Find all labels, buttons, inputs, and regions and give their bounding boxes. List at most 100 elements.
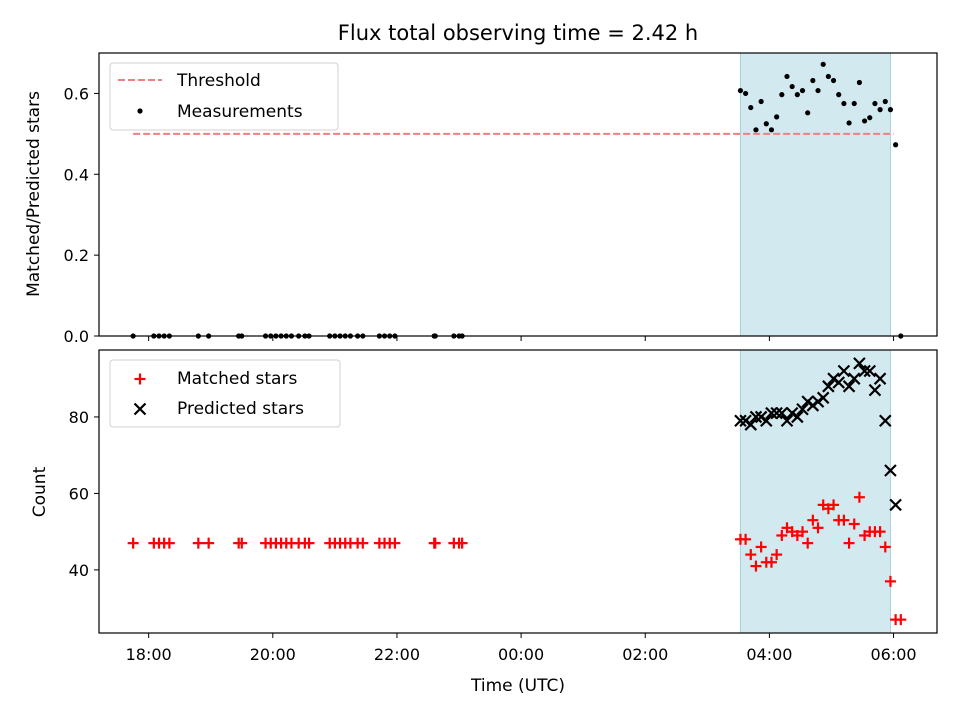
- predicted-star-point: [744, 418, 758, 431]
- top-y-ticks: 0.0 0.2 0.4 0.6: [64, 84, 99, 346]
- cross-b: [889, 498, 902, 512]
- bottom-legend: Matched stars Predicted stars: [109, 359, 341, 428]
- measurement-point: [851, 100, 857, 107]
- y-tick-label: 0.0: [64, 327, 89, 346]
- matched-star-point: [838, 514, 850, 526]
- bottom-x-ticks: 18:00 20:00 22:00 00:00 02:00 04:00 06:00: [126, 633, 917, 664]
- measurement-point: [794, 92, 800, 98]
- matched-star-point: [429, 537, 441, 549]
- predicted-star-point: [837, 364, 851, 378]
- measurement-point: [743, 90, 749, 97]
- predicted-star-point: [863, 364, 877, 378]
- matched-star-point: [807, 514, 819, 526]
- predicted-star-point: [770, 406, 783, 420]
- bottom-panel: 40 60 80 18:00 20:00 22:00 00:00 02:00 04:00 06:…: [30, 349, 938, 696]
- legend-threshold-label: Threshold: [176, 71, 261, 91]
- predicted-star-point: [780, 414, 794, 428]
- measurement-point: [789, 83, 795, 90]
- cross-b: [734, 414, 747, 428]
- predicted-star-point: [791, 410, 804, 424]
- cross-b: [760, 414, 773, 428]
- cross-b: [842, 380, 856, 393]
- predicted-star-point: [842, 380, 856, 393]
- matched-star-point: [755, 541, 767, 553]
- predicted-star-point: [884, 464, 897, 477]
- measurement-point: [820, 61, 826, 67]
- matched-star-point: [750, 560, 762, 572]
- x-tick-label: 06:00: [870, 645, 916, 664]
- cross-b: [832, 376, 845, 389]
- predicted-star-point: [734, 414, 747, 428]
- predicted-star-point: [889, 498, 902, 512]
- predicted-star-point: [868, 383, 882, 397]
- matched-star-point: [884, 575, 896, 587]
- y-tick-label: 40: [69, 561, 89, 580]
- measurement-point: [893, 142, 899, 148]
- chart-title: Flux total observing time = 2.42 h: [338, 21, 698, 45]
- matched-star-point: [163, 537, 175, 549]
- predicted-star-point: [749, 410, 763, 424]
- predicted-stars-points: [734, 357, 902, 512]
- bottom-axes-frame: [98, 349, 938, 634]
- top-legend-box: [109, 62, 339, 131]
- y-tick-label: 60: [69, 484, 89, 503]
- matched-star-point: [192, 537, 204, 549]
- bottom-y-ticks: 40 60 80: [69, 408, 99, 580]
- predicted-star-point: [832, 376, 845, 389]
- matched-star-point: [828, 499, 840, 511]
- cross-b: [858, 364, 871, 378]
- predicted-star-point: [816, 391, 830, 405]
- matched-star-point: [740, 533, 752, 545]
- x-tick-label: 00:00: [498, 645, 544, 664]
- measurement-point: [784, 73, 790, 80]
- x-tick-label: 18:00: [126, 645, 172, 664]
- matched-star-point: [236, 537, 248, 549]
- measurement-point: [758, 98, 764, 105]
- measurement-point: [763, 121, 769, 127]
- matched-star-point: [357, 537, 369, 549]
- bottom-shaded-region: [739, 349, 891, 634]
- measurement-point: [799, 87, 806, 94]
- measurement-point: [737, 87, 744, 94]
- matched-star-point: [303, 537, 315, 549]
- cross-b: [873, 372, 887, 385]
- cross-b: [853, 357, 866, 370]
- cross-b: [878, 414, 892, 428]
- legend-matched-marker: [134, 373, 146, 385]
- measurement-point: [815, 87, 821, 94]
- predicted-star-point: [873, 372, 887, 385]
- predicted-star-point: [822, 380, 835, 393]
- cross-b: [816, 391, 830, 405]
- measurement-point: [861, 118, 868, 124]
- matched-star-point: [127, 537, 139, 549]
- matched-star-point: [797, 526, 809, 538]
- cross-b: [749, 410, 763, 424]
- matched-stars-points: [127, 491, 907, 626]
- matched-star-point: [853, 491, 865, 503]
- top-panel: 0.0 0.2 0.4 0.6 Matched/Predicted stars Thr…: [24, 52, 938, 346]
- matched-star-point: [848, 518, 860, 530]
- x-tick-label: 02:00: [622, 645, 668, 664]
- matched-star-point: [765, 556, 777, 568]
- cross-b: [780, 414, 794, 428]
- x-tick-label: 04:00: [746, 645, 792, 664]
- measurement-point: [887, 107, 894, 113]
- y-tick-label: 0.6: [64, 84, 89, 103]
- predicted-star-point: [853, 357, 866, 370]
- legend-predicted-label: Predicted stars: [177, 399, 304, 419]
- matched-star-point: [745, 549, 757, 561]
- measurement-point: [846, 120, 852, 126]
- measurement-point: [805, 110, 811, 116]
- cross-b: [884, 464, 897, 477]
- top-y-axis-label: Matched/Predicted stars: [24, 91, 44, 297]
- legend-measurements-label: Measurements: [177, 102, 303, 122]
- bottom-legend-box: [109, 359, 341, 428]
- y-tick-label: 80: [69, 408, 89, 427]
- cross-b: [847, 372, 861, 385]
- predicted-star-point: [796, 402, 809, 416]
- measurement-point: [779, 92, 785, 98]
- predicted-star-point: [760, 414, 773, 428]
- legend-predicted-swatch: [133, 402, 147, 416]
- cross-b: [775, 406, 789, 420]
